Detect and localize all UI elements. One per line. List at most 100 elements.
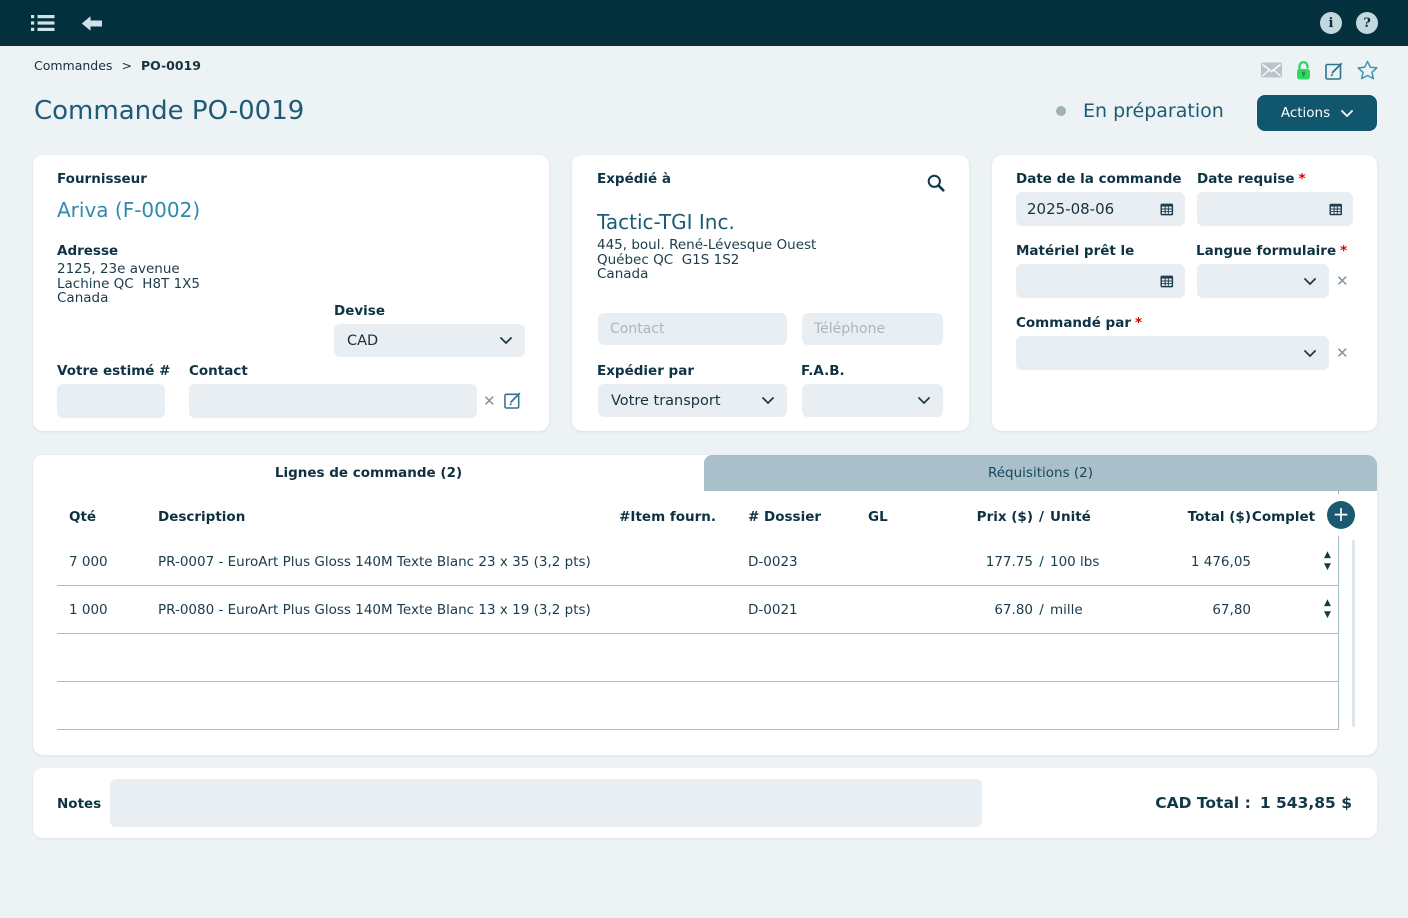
ordered-by-select[interactable]: [1016, 336, 1329, 370]
material-ready-field[interactable]: [1016, 264, 1185, 298]
tab-requisitions[interactable]: Réquisitions (2): [704, 455, 1377, 491]
table-scrollbar[interactable]: [1352, 540, 1355, 727]
header-supplier-item: #Item fourn.: [619, 509, 716, 525]
shipto-name: Tactic-TGI Inc.: [597, 210, 735, 234]
row-down-icon[interactable]: ▼: [1324, 562, 1331, 572]
dates-card: Date de la commande Date requise* Matéri…: [992, 155, 1377, 431]
required-date-input[interactable]: [1208, 200, 1329, 218]
order-date-label: Date de la commande: [1016, 171, 1182, 187]
search-icon[interactable]: [926, 173, 946, 193]
reorder-cell: ▲ ▼: [1316, 538, 1339, 585]
unit-cell: 100 lbs: [1050, 553, 1100, 570]
shipto-phone-input[interactable]: [802, 313, 943, 345]
help-icon[interactable]: ?: [1356, 12, 1378, 34]
address-line: Canada: [57, 290, 109, 306]
required-date-field[interactable]: [1197, 192, 1353, 226]
table-row[interactable]: 1 000 PR-0080 - EuroArt Plus Gloss 140M …: [57, 586, 1338, 634]
page-title: Commande PO-0019: [34, 96, 305, 126]
breadcrumb-parent[interactable]: Commandes: [34, 58, 113, 73]
address-line: Canada: [597, 266, 649, 282]
table-row[interactable]: 7 000 PR-0007 - EuroArt Plus Gloss 140M …: [57, 538, 1338, 586]
required-date-label: Date requise *: [1197, 171, 1306, 187]
estimate-input[interactable]: [57, 384, 165, 418]
total-cell: 1 476,05: [1190, 553, 1251, 570]
form-language-select[interactable]: [1197, 264, 1329, 298]
header-spacer: [716, 491, 748, 538]
supplier-address: 2125, 23e avenue Lachine QC H8T 1X5 Cana…: [57, 262, 200, 306]
compose-edit-icon[interactable]: [1325, 61, 1344, 80]
currency-value: CAD: [347, 332, 379, 349]
clear-icon[interactable]: ✕: [483, 392, 496, 410]
currency-select[interactable]: CAD: [334, 324, 525, 357]
info-icon[interactable]: i: [1320, 12, 1342, 34]
add-line-button[interactable]: +: [1327, 501, 1355, 529]
header-complete: Complet: [1251, 509, 1316, 525]
topbar-right-group: i ?: [1320, 12, 1378, 34]
address-line: 445, boul. René-Lévesque Ouest: [597, 237, 817, 253]
breadcrumb-current: PO-0019: [140, 58, 201, 73]
record-toolbar: [1261, 60, 1378, 80]
header-price: Prix ($): [976, 509, 1033, 525]
header-gl: GL: [868, 509, 888, 525]
header-folder: # Dossier: [748, 509, 822, 525]
row-up-icon[interactable]: ▲: [1324, 550, 1331, 560]
breadcrumb-separator: >: [121, 58, 132, 73]
spacer-cell: [716, 538, 748, 585]
ship-by-value: Votre transport: [611, 392, 721, 409]
ship-by-select[interactable]: Votre transport: [598, 384, 787, 417]
address-line: Lachine QC H8T 1X5: [57, 275, 201, 292]
clear-icon[interactable]: ✕: [1336, 344, 1349, 362]
required-asterisk: *: [1340, 243, 1348, 259]
material-ready-input[interactable]: [1027, 272, 1161, 290]
actions-button[interactable]: Actions: [1257, 95, 1377, 131]
order-lines-table: Qté Description #Item fourn. # Dossier G…: [57, 491, 1339, 730]
address-line: Québec QC G1S 1S2: [597, 251, 740, 268]
row-down-icon[interactable]: ▼: [1324, 610, 1331, 620]
supplier-contact-input[interactable]: [189, 384, 477, 418]
complete-cell: [1251, 586, 1316, 633]
edit-contact-icon[interactable]: [504, 391, 522, 409]
order-date-input[interactable]: [1027, 200, 1161, 218]
address-label: Adresse: [57, 243, 119, 259]
material-ready-label: Matériel prêt le: [1016, 243, 1135, 259]
fob-select[interactable]: [802, 384, 943, 417]
cad-total-value: 1 543,85 $: [1259, 794, 1352, 812]
notes-textarea[interactable]: [110, 779, 982, 827]
calendar-icon: [1328, 203, 1342, 215]
shipto-address: 445, boul. René-Lévesque Ouest Québec QC…: [597, 238, 816, 282]
status-indicator: En préparation: [1056, 100, 1224, 122]
cad-total-label: CAD Total :: [1155, 794, 1251, 812]
actions-button-label: Actions: [1280, 105, 1331, 121]
plus-icon: +: [1332, 502, 1350, 526]
tab-order-lines[interactable]: Lignes de commande (2): [274, 465, 463, 481]
shipto-card: Expédié à Tactic-TGI Inc. 445, boul. Ren…: [572, 155, 969, 431]
topbar: i ?: [0, 0, 1408, 46]
address-line: 2125, 23e avenue: [57, 261, 180, 277]
chevron-down-icon: [1304, 349, 1316, 357]
clear-icon[interactable]: ✕: [1336, 272, 1349, 290]
gl-cell: [868, 538, 935, 585]
supplier-card: Fournisseur Ariva (F-0002) Adresse 2125,…: [33, 155, 549, 431]
gl-cell: [868, 586, 935, 633]
unit-cell: mille: [1050, 601, 1083, 618]
header-description: Description: [158, 509, 246, 525]
mail-icon[interactable]: [1261, 62, 1282, 78]
row-up-icon[interactable]: ▲: [1324, 598, 1331, 608]
supplier-link[interactable]: Ariva (F-0002): [57, 198, 201, 222]
form-language-label: Langue formulaire *: [1196, 243, 1347, 259]
lock-open-icon[interactable]: [1295, 60, 1312, 80]
shipto-contact-input[interactable]: [598, 313, 787, 345]
breadcrumb: Commandes > PO-0019: [34, 58, 201, 73]
menu-list-icon[interactable]: [31, 14, 55, 32]
empty-table-row: [57, 634, 1338, 682]
cad-total: CAD Total : 1 543,85 $: [1155, 794, 1352, 812]
shipto-label: Expédié à: [597, 171, 672, 187]
back-arrow-icon[interactable]: [81, 15, 103, 32]
order-date-field[interactable]: [1016, 192, 1185, 226]
chevron-down-icon: [918, 397, 930, 404]
header-price-separator: /: [1039, 509, 1044, 525]
price-separator: /: [1039, 601, 1044, 618]
star-favorite-icon[interactable]: [1357, 60, 1378, 80]
chevron-down-icon: [762, 397, 774, 404]
header-qty: Qté: [69, 509, 97, 525]
